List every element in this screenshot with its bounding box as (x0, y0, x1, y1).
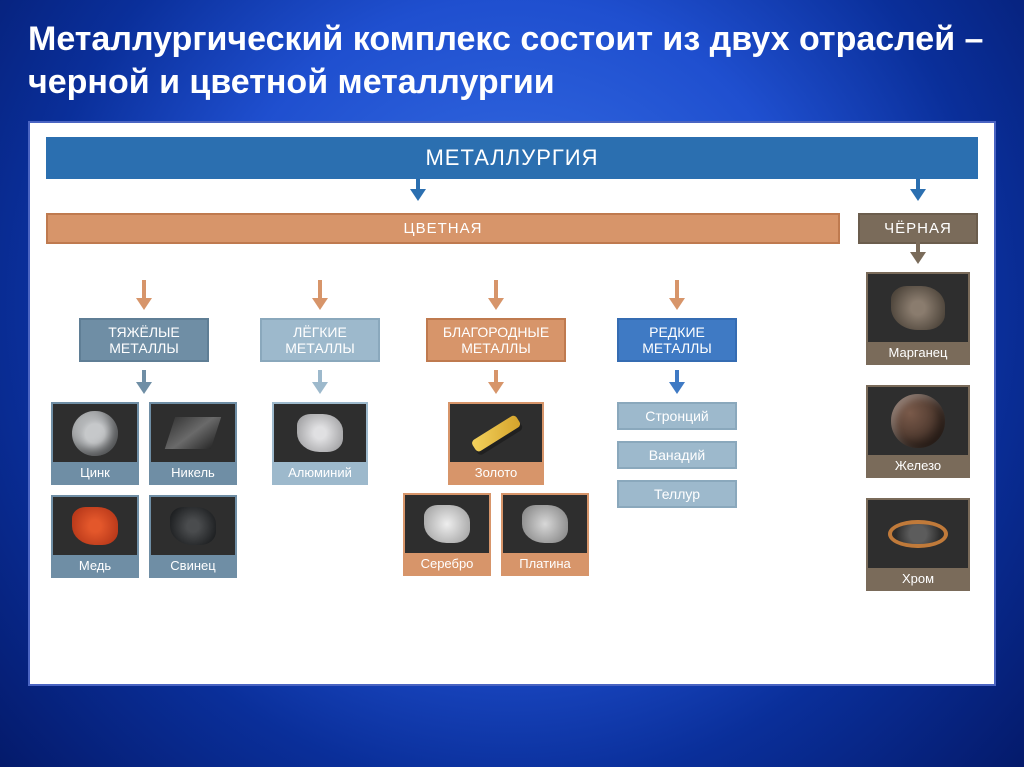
mineral-label: Серебро (405, 553, 489, 574)
mineral-sample (165, 417, 222, 449)
category-columns: ТЯЖЁЛЫЕ МЕТАЛЛЫ Цинк Никель Медь Свинец ЛЁГКИ… (46, 280, 978, 603)
arrow-down-icon (136, 280, 152, 310)
slide-title: Металлургический комплекс состоит из дву… (28, 18, 996, 103)
arrow-down-icon (312, 370, 328, 394)
mineral-tile: Свинец (149, 495, 237, 578)
noble-metals-column: БЛАГОРОДНЫЕ МЕТАЛЛЫ Золото Серебро Платина (398, 280, 594, 576)
mineral-tile: Медь (51, 495, 139, 578)
arrow-down-icon (410, 171, 426, 201)
mineral-tile: Никель (149, 402, 237, 485)
light-metals-column: ЛЁГКИЕ МЕТАЛЛЫ Алюминий (260, 280, 380, 485)
mineral-sample (888, 520, 948, 549)
rare-metal-item: Стронций (617, 402, 737, 430)
mineral-tile: Марганец (866, 272, 970, 365)
mineral-sample (522, 505, 567, 543)
mineral-label: Хром (868, 568, 968, 589)
mineral-sample (72, 507, 117, 545)
mineral-label: Свинец (151, 555, 235, 576)
mineral-tile: Алюминий (272, 402, 368, 485)
mineral-sample (297, 414, 342, 452)
mineral-sample (72, 411, 117, 456)
mineral-sample (891, 286, 944, 331)
heavy-metals-column: ТЯЖЁЛЫЕ МЕТАЛЛЫ Цинк Никель Медь Свинец (46, 280, 242, 578)
heavy-metals-label: ТЯЖЁЛЫЕ МЕТАЛЛЫ (79, 318, 209, 362)
mineral-sample (170, 507, 215, 545)
rare-metal-item: Ванадий (617, 441, 737, 469)
arrow-down-icon (312, 280, 328, 310)
rare-metals-column: РЕДКИЕ МЕТАЛЛЫ Стронций Ванадий Теллур (612, 280, 742, 511)
mineral-tile: Хром (866, 498, 970, 591)
mineral-label: Алюминий (274, 462, 366, 483)
arrow-down-icon (136, 370, 152, 394)
diagram-panel: МЕТАЛЛУРГИЯ ЦВЕТНАЯ ЧЁРНАЯ ТЯЖЁЛЫЕ МЕТАЛ… (28, 121, 996, 686)
light-metals-label: ЛЁГКИЕ МЕТАЛЛЫ (260, 318, 380, 362)
root-bar: МЕТАЛЛУРГИЯ (46, 137, 978, 179)
mineral-sample (470, 414, 521, 452)
noble-metals-label: БЛАГОРОДНЫЕ МЕТАЛЛЫ (426, 318, 566, 362)
arrow-down-icon (488, 370, 504, 394)
arrow-down-icon (910, 238, 926, 264)
rare-metal-item: Теллур (617, 480, 737, 508)
slide: Металлургический комплекс состоит из дву… (0, 0, 1024, 767)
mineral-sample (891, 394, 944, 447)
mineral-tile: Золото (448, 402, 544, 485)
mineral-tile: Железо (866, 385, 970, 478)
mineral-label: Железо (868, 455, 968, 476)
mineral-label: Золото (450, 462, 542, 483)
arrow-down-icon (488, 280, 504, 310)
arrow-down-icon (669, 280, 685, 310)
mineral-label: Платина (503, 553, 587, 574)
mineral-label: Цинк (53, 462, 137, 483)
arrow-down-icon (910, 171, 926, 201)
mineral-tile: Цинк (51, 402, 139, 485)
rare-metals-label: РЕДКИЕ МЕТАЛЛЫ (617, 318, 737, 362)
arrow-down-icon (669, 370, 685, 394)
mineral-label: Медь (53, 555, 137, 576)
colored-branch: ЦВЕТНАЯ (46, 213, 840, 244)
mineral-label: Никель (151, 462, 235, 483)
mineral-sample (424, 505, 469, 543)
mineral-tile: Платина (501, 493, 589, 576)
mineral-tile: Серебро (403, 493, 491, 576)
black-metals-column: Марганец Железо Хром (858, 238, 978, 603)
mineral-label: Марганец (868, 342, 968, 363)
